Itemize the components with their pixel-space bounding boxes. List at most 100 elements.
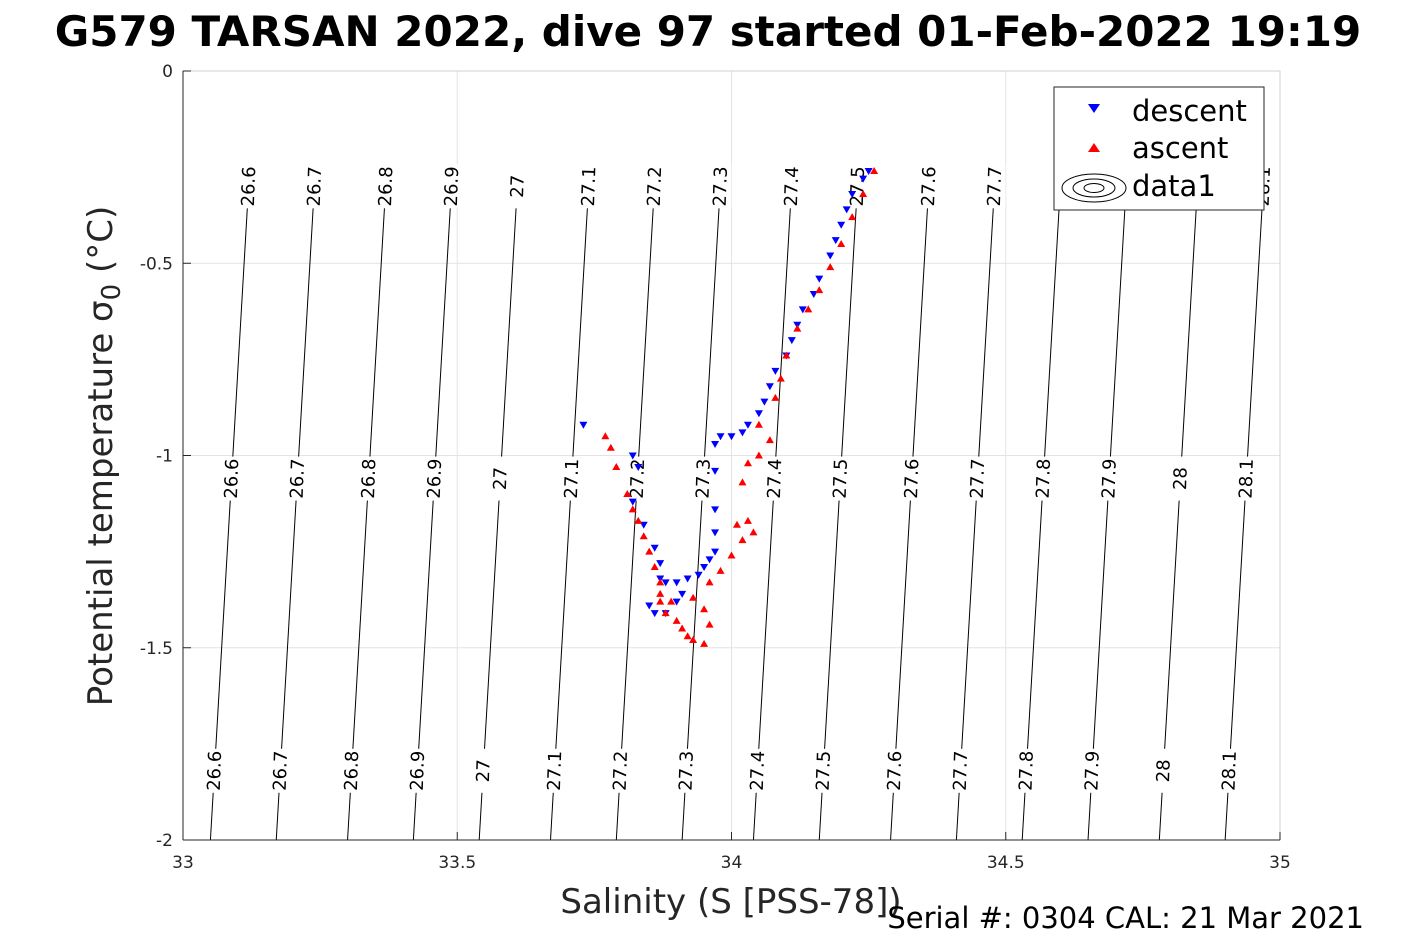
contour-label-gap — [577, 164, 600, 209]
y-tick-label: -0.5 — [140, 254, 173, 274]
contour-label-gap — [1169, 456, 1192, 501]
contour-label-gap — [269, 748, 292, 793]
y-axis-label-main: Potential temperature σ — [81, 300, 121, 706]
contour-label-27: 27 — [473, 759, 495, 783]
x-tick-label: 33.5 — [438, 853, 476, 873]
descent-point — [700, 564, 709, 572]
contour-label-gap — [472, 748, 495, 793]
density-contour-27.8 — [1021, 182, 1062, 841]
ascent-point — [656, 597, 665, 605]
descent-point — [678, 590, 687, 598]
ascent-point — [870, 166, 879, 174]
ascent-point — [732, 520, 741, 528]
contour-label-27.9: 27.9 — [1081, 750, 1103, 791]
x-axis-label: Salinity (S [PSS-78]) — [560, 882, 901, 922]
ascent-point — [727, 551, 736, 559]
contour-label-gap — [1218, 748, 1241, 793]
contour-label-26.7: 26.7 — [270, 750, 292, 791]
descent-point — [628, 498, 637, 506]
contour-label-27.2: 27.2 — [610, 750, 632, 791]
contour-label-gap — [966, 456, 989, 501]
contour-label-gap — [220, 456, 243, 501]
ascent-point — [656, 578, 665, 586]
ascent-point — [700, 605, 709, 613]
contour-label-gap — [406, 748, 429, 793]
contour-label-gap — [489, 456, 512, 501]
contour-label-gap — [626, 456, 649, 501]
contour-label-gap — [506, 164, 529, 209]
descent-point — [743, 421, 752, 429]
descent-point — [727, 433, 736, 441]
contour-label-gap — [286, 456, 309, 501]
contour-label-26.8: 26.8 — [341, 750, 363, 791]
x-tick-label: 33 — [172, 853, 194, 873]
ascent-point — [837, 240, 846, 248]
ascent-point — [804, 305, 813, 313]
descent-point — [842, 206, 851, 214]
contour-label-gap — [709, 164, 732, 209]
legend-box — [1053, 86, 1265, 211]
contour-label-gap — [829, 456, 852, 501]
contour-label-gap — [675, 748, 698, 793]
contour-label-27.5: 27.5 — [847, 166, 869, 207]
contour-label-27.4: 27.4 — [764, 458, 786, 499]
ascent-point — [738, 536, 747, 544]
contour-label-gap — [303, 164, 326, 209]
contour-label-gap — [780, 164, 803, 209]
contour-label-gap — [983, 164, 1006, 209]
descent-point — [848, 191, 857, 199]
density-contour-27.5 — [818, 182, 859, 841]
contour-label-27: 27 — [507, 175, 529, 199]
contour-label-27.4: 27.4 — [747, 750, 769, 791]
descent-point — [672, 579, 681, 587]
ascent-point — [793, 324, 802, 332]
descent-point — [711, 467, 720, 475]
y-tick-label: 0 — [162, 62, 173, 82]
contour-label-gap — [1235, 456, 1258, 501]
density-contour-28.1 — [1224, 182, 1265, 841]
descent-point — [859, 175, 868, 183]
density-contour-26.8 — [347, 182, 387, 841]
contour-label-26.7: 26.7 — [304, 166, 326, 207]
contour-label-gap — [643, 164, 666, 209]
ascent-point — [700, 639, 709, 647]
ascent-point — [606, 443, 615, 451]
x-tick-label: 34 — [721, 853, 743, 873]
contour-label-27.3: 27.3 — [710, 166, 732, 207]
x-tick-label: 34.5 — [987, 853, 1025, 873]
y-tick-label: -1.5 — [140, 639, 173, 659]
descent-point — [656, 560, 665, 568]
contour-label-gap — [692, 456, 715, 501]
contour-label-26.9: 26.9 — [441, 166, 463, 207]
y-axis-label-subscript: 0 — [97, 284, 127, 301]
contour-label-26.6: 26.6 — [221, 458, 243, 499]
ascent-point — [628, 505, 637, 513]
ascent-point — [623, 489, 632, 497]
ascent-point — [683, 632, 692, 640]
contour-label-gap — [1015, 748, 1038, 793]
contour-label-26.7: 26.7 — [287, 458, 309, 499]
contour-label-27.8: 27.8 — [1033, 458, 1055, 499]
ascent-point — [754, 420, 763, 428]
contour-label-26.6: 26.6 — [238, 166, 260, 207]
contour-label-gap — [1098, 456, 1121, 501]
contour-label-27.6: 27.6 — [884, 750, 906, 791]
ascent-point — [782, 351, 791, 359]
contour-label-27.7: 27.7 — [950, 750, 972, 791]
contour-label-gap — [763, 456, 786, 501]
y-tick-label: -2 — [156, 831, 173, 851]
descent-point — [815, 275, 824, 283]
legend-descent-label: descent — [1132, 94, 1247, 128]
y-axis-label: Potential temperature σ0 (°C) — [81, 206, 127, 706]
y-axis-ticks: 0 -0.5 -1 -1.5 -2 — [140, 62, 191, 851]
density-contour-27 — [478, 182, 519, 841]
legend-descent-marker — [1088, 104, 1100, 113]
density-contours — [209, 182, 1265, 841]
contour-label-gap — [560, 456, 583, 501]
density-contour-labels: 26.6 26.6 26.6 26.7 26.7 26.7 26.8 26.8 26.8 26.9… — [203, 164, 1275, 793]
ascent-point — [689, 593, 698, 601]
ascent-point — [667, 597, 676, 605]
contour-label-gap — [357, 456, 380, 501]
ascent-point — [639, 532, 648, 540]
ascent-point — [848, 213, 857, 221]
